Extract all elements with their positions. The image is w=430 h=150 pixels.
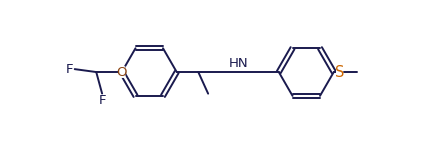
FancyBboxPatch shape — [232, 57, 246, 69]
Text: HN: HN — [229, 57, 249, 70]
Text: S: S — [335, 64, 344, 80]
Text: F: F — [98, 94, 106, 107]
Text: O: O — [117, 66, 127, 79]
FancyBboxPatch shape — [118, 66, 126, 78]
FancyBboxPatch shape — [66, 63, 74, 75]
FancyBboxPatch shape — [98, 95, 106, 106]
Text: F: F — [66, 63, 74, 76]
FancyBboxPatch shape — [336, 66, 343, 78]
